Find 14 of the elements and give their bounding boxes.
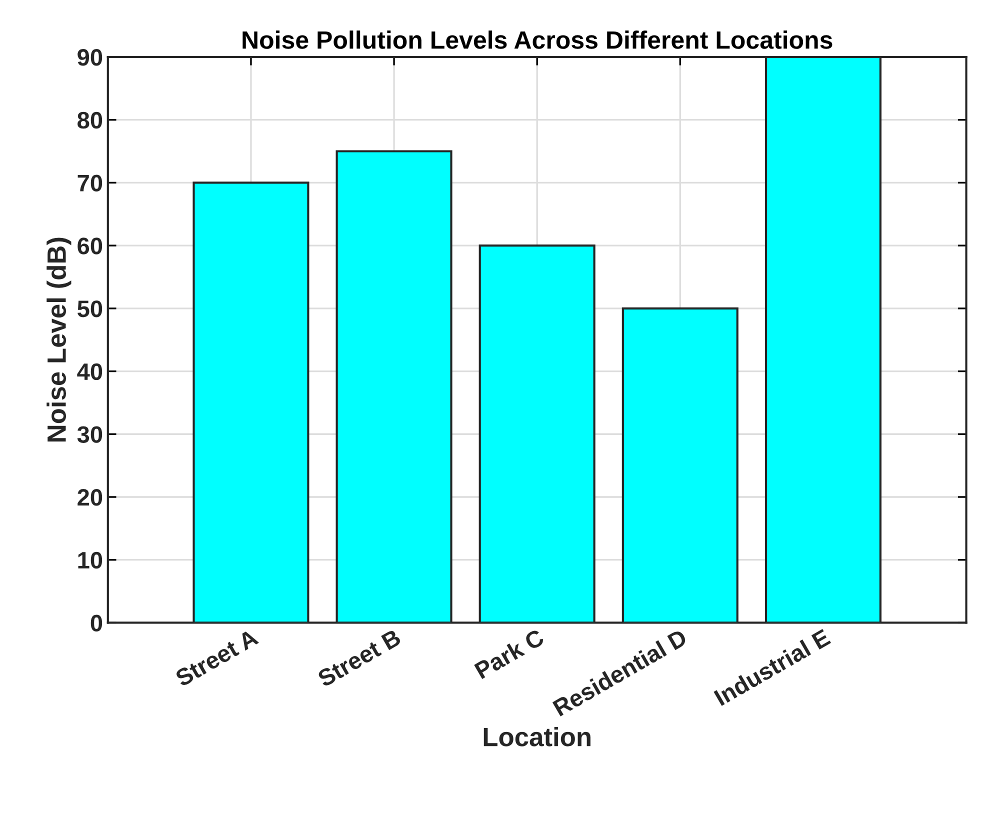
x-axis-title: Location xyxy=(484,726,590,746)
y-tick-label: 70 xyxy=(78,174,102,192)
y-tick-label: 20 xyxy=(78,489,102,506)
y-tick-label: 60 xyxy=(78,238,102,254)
y-tick-label: 50 xyxy=(78,300,102,318)
y-tick-label: 90 xyxy=(78,49,102,66)
y-tick-label: 30 xyxy=(77,426,102,443)
y-tick-label: 40 xyxy=(77,363,102,380)
chart-title: Noise Pollution Levels Across Different Locations xyxy=(242,30,832,49)
x-tick-label: Park C xyxy=(474,628,546,680)
y-tick-label: 10 xyxy=(78,552,102,569)
y-tick-label: 0 xyxy=(90,614,102,632)
y-axis-title: Noise Level (dB) xyxy=(46,238,72,442)
y-tick-label: 80 xyxy=(78,112,102,129)
